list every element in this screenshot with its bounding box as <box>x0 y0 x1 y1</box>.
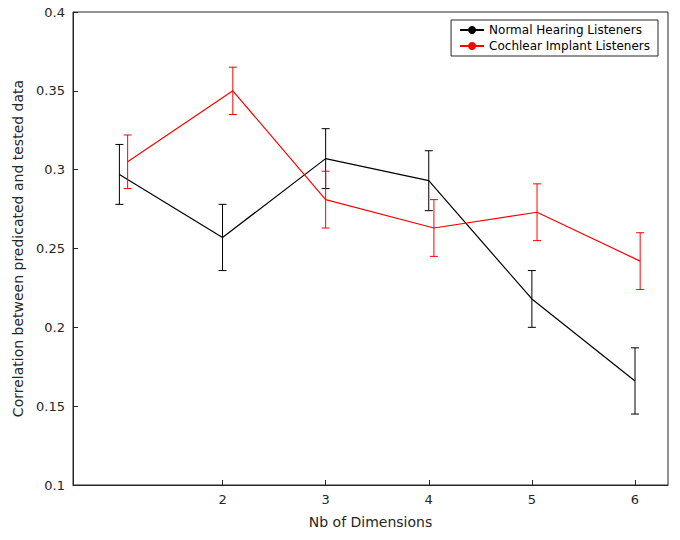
svg-text:6: 6 <box>631 492 639 507</box>
svg-text:2: 2 <box>218 492 226 507</box>
svg-text:0.1: 0.1 <box>44 478 65 493</box>
svg-text:0.25: 0.25 <box>36 241 65 256</box>
svg-text:0.35: 0.35 <box>36 83 65 98</box>
svg-text:Correlation between predicated: Correlation between predicated and teste… <box>10 80 26 417</box>
svg-text:4: 4 <box>425 492 433 507</box>
svg-text:5: 5 <box>528 492 536 507</box>
svg-text:0.3: 0.3 <box>44 162 65 177</box>
svg-text:0.4: 0.4 <box>44 5 65 20</box>
svg-text:Nb of Dimensions: Nb of Dimensions <box>309 514 432 530</box>
svg-text:0.2: 0.2 <box>44 320 65 335</box>
svg-text:0.15: 0.15 <box>36 399 65 414</box>
svg-text:3: 3 <box>322 492 330 507</box>
svg-text:Cochlear Implant Listeners: Cochlear Implant Listeners <box>489 39 650 53</box>
svg-text:Normal Hearing Listeners: Normal Hearing Listeners <box>489 23 642 37</box>
